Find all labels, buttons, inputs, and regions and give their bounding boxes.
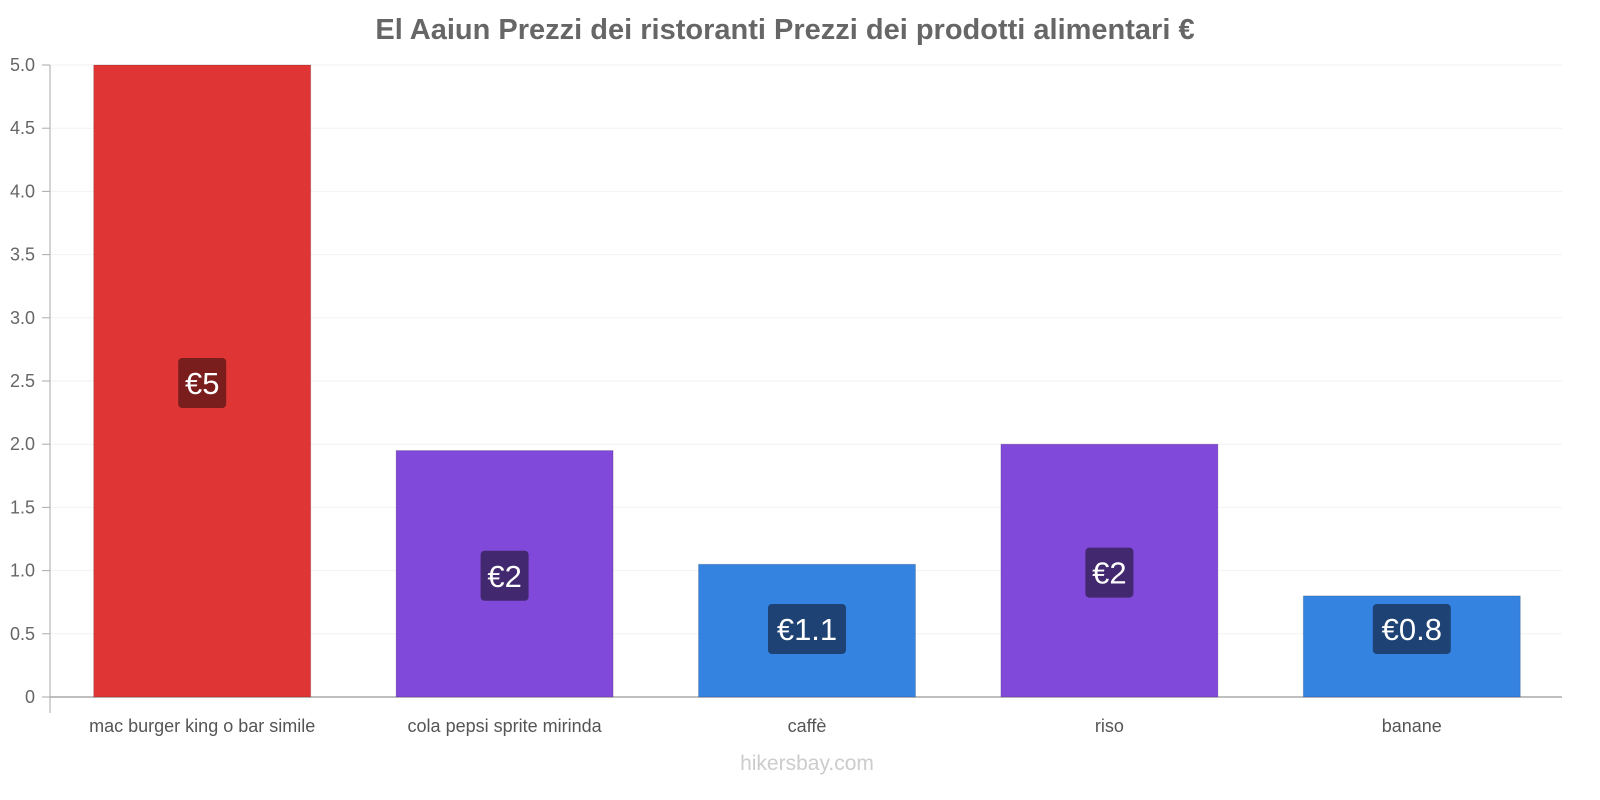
data-label-box [768, 604, 846, 654]
y-tick-label: 3.5 [10, 245, 35, 265]
data-label: €0.8 [1382, 612, 1442, 647]
y-tick-label: 2.5 [10, 371, 35, 391]
x-tick-label: mac burger king o bar simile [89, 716, 315, 736]
y-tick-label: 4.5 [10, 118, 35, 138]
y-tick-label: 4.0 [10, 181, 35, 201]
y-tick-label: 2.0 [10, 434, 35, 454]
data-label: €2 [487, 559, 521, 594]
y-tick-label: 1.0 [10, 561, 35, 581]
y-tick-label: 0 [25, 687, 35, 707]
y-tick-label: 0.5 [10, 624, 35, 644]
data-label-box [1372, 604, 1451, 654]
data-label-box [1085, 547, 1134, 598]
y-tick-label: 5.0 [10, 55, 35, 75]
y-tick-label: 1.5 [10, 497, 35, 517]
y-tick-label: 3.0 [10, 308, 35, 328]
data-label: €2 [1092, 556, 1126, 591]
data-label-box [178, 358, 227, 408]
x-tick-label: cola pepsi sprite mirinda [408, 716, 603, 736]
x-tick-label: banane [1382, 716, 1442, 736]
data-label: €5 [185, 366, 219, 401]
chart-title: El Aaiun Prezzi dei ristoranti Prezzi de… [375, 14, 1195, 46]
x-tick-label: caffè [788, 716, 827, 736]
data-label: €1.1 [777, 612, 837, 647]
watermark: hikersbay.com [740, 752, 874, 775]
data-label-box [480, 550, 529, 601]
x-tick-label: riso [1095, 716, 1124, 736]
